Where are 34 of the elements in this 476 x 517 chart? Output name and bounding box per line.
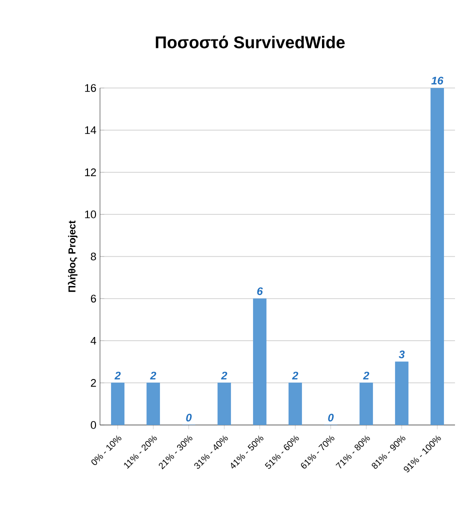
data-label: 2 [150, 372, 156, 380]
data-label: 2 [221, 372, 228, 380]
data-label: 3 [398, 350, 405, 358]
y-tick-label: 12 [85, 168, 96, 176]
y-tick-label: 2 [90, 379, 96, 387]
y-axis-title: Πλήθος Project [68, 220, 78, 292]
y-tick-label: 14 [85, 126, 96, 134]
x-tick-label: 51% - 60% [264, 435, 299, 469]
bar [395, 362, 408, 425]
y-tick-label: 0 [90, 421, 96, 429]
data-label: 2 [363, 372, 370, 380]
bar [218, 382, 231, 425]
data-label: 2 [292, 372, 298, 380]
data-label: 16 [431, 76, 444, 84]
y-tick-label: 8 [90, 252, 96, 260]
y-tick-label: 6 [90, 294, 96, 302]
bar [253, 298, 266, 425]
y-tick-label: 16 [85, 84, 96, 92]
x-tick-label: 71% - 80% [336, 435, 370, 469]
y-tick-label: 4 [90, 336, 96, 345]
data-label: 2 [114, 372, 121, 380]
data-label: 6 [257, 287, 263, 296]
bar [360, 382, 373, 425]
data-label: 0 [328, 414, 334, 422]
y-tick-label: 10 [85, 210, 96, 218]
chart-title: Ποσοστό SurvivedWide [156, 36, 345, 48]
bar [430, 88, 444, 425]
bar [111, 382, 124, 425]
x-tick-label: 41% - 50% [230, 435, 264, 469]
bar [146, 382, 160, 425]
bar [288, 382, 302, 425]
x-tick-label: 31% - 40% [194, 435, 228, 469]
data-label: 0 [186, 414, 192, 422]
x-tick-label: 61% - 70% [301, 435, 334, 468]
